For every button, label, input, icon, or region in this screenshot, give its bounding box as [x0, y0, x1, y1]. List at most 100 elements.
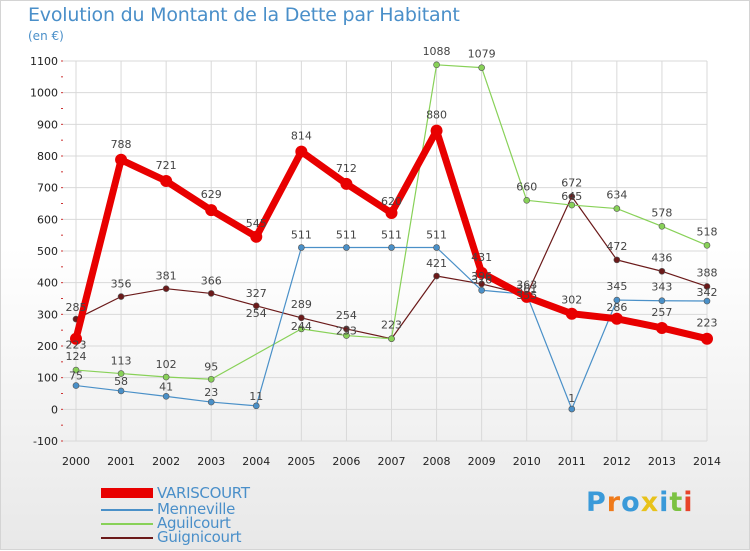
logo-letter: i	[683, 487, 694, 518]
series-line	[75, 64, 708, 380]
data-label: 511	[336, 229, 357, 242]
data-label: 672	[561, 177, 582, 190]
data-point	[298, 314, 305, 322]
data-point	[478, 286, 485, 294]
data-point	[433, 61, 440, 69]
y-tick-label: 100	[37, 372, 58, 385]
data-point	[568, 193, 576, 200]
data-label: 712	[336, 162, 357, 175]
y-tick-label: 0	[51, 403, 58, 416]
data-point	[70, 332, 82, 345]
data-point	[433, 272, 440, 280]
legend-swatch	[101, 537, 153, 539]
data-point	[162, 285, 170, 292]
legend-label: Guignicourt	[157, 528, 242, 546]
data-label: 95	[204, 360, 218, 373]
data-label: 355	[516, 289, 537, 302]
data-point	[207, 375, 215, 383]
data-label: 634	[606, 189, 627, 202]
data-point	[298, 325, 305, 333]
data-point	[115, 153, 128, 166]
y-tick-label: 300	[37, 308, 58, 321]
data-label: 342	[697, 286, 718, 299]
x-tick-label: 2008	[423, 455, 451, 468]
data-label: 421	[426, 257, 447, 270]
data-point	[701, 332, 713, 345]
data-point	[703, 297, 711, 305]
data-label: 113	[111, 355, 132, 368]
data-point	[72, 382, 80, 389]
logo-letter: r	[606, 487, 622, 518]
data-label: 388	[697, 266, 718, 279]
data-label: 1079	[468, 48, 496, 61]
data-point	[478, 280, 485, 288]
data-label: 645	[561, 190, 582, 203]
data-label: 814	[291, 130, 312, 143]
data-point	[703, 283, 711, 290]
data-label: 363	[516, 278, 537, 291]
data-point	[207, 290, 215, 297]
data-point	[205, 204, 218, 217]
data-label: 431	[471, 251, 492, 264]
data-label: 436	[651, 251, 672, 264]
data-label: 660	[516, 180, 537, 193]
data-label: 511	[381, 229, 402, 242]
data-point	[160, 175, 173, 188]
data-label: 721	[156, 159, 177, 172]
data-point	[117, 293, 125, 300]
data-point	[252, 402, 260, 410]
data-label: 376	[471, 273, 492, 286]
unit-label: (en €)	[28, 29, 64, 43]
legend-label: Menneville	[157, 500, 236, 518]
data-point	[703, 242, 711, 249]
proxiti-logo: Proxiti	[586, 487, 694, 518]
data-label: 620	[381, 195, 402, 208]
y-tick-label: 1100	[30, 55, 58, 68]
data-label: 254	[336, 309, 357, 322]
y-tick-label: 1000	[30, 87, 58, 100]
data-point	[72, 366, 80, 374]
y-tick-label: 400	[37, 277, 58, 290]
logo-letter: x	[640, 487, 660, 518]
logo-letter: o	[621, 487, 641, 518]
legend-label: Aguilcourt	[157, 514, 231, 532]
data-label: 788	[111, 138, 132, 151]
x-tick-label: 2014	[693, 455, 721, 468]
data-point	[207, 398, 215, 406]
legend-label: VARISCOURT	[157, 484, 250, 502]
data-point	[343, 244, 350, 251]
data-label: 578	[651, 206, 672, 219]
data-point	[658, 297, 666, 305]
x-tick-label: 2005	[287, 455, 315, 468]
data-point	[655, 321, 668, 334]
data-label: 511	[291, 229, 312, 242]
x-tick-label: 2009	[468, 455, 496, 468]
data-label: 396	[471, 270, 492, 283]
data-label: 472	[606, 240, 627, 253]
data-point	[117, 387, 125, 395]
legend-swatch	[101, 509, 153, 511]
x-tick-label: 2006	[332, 455, 360, 468]
x-tick-label: 2000	[62, 455, 90, 468]
data-point	[568, 405, 576, 413]
data-label: 41	[159, 380, 173, 393]
x-tick-label: 2007	[378, 455, 406, 468]
data-label: 545	[246, 217, 267, 230]
data-point	[475, 266, 488, 279]
y-tick-label: 600	[37, 213, 58, 226]
data-label: 345	[606, 280, 627, 293]
data-label: 257	[651, 306, 672, 319]
data-label: 629	[201, 188, 222, 201]
data-point	[613, 205, 621, 212]
data-point	[252, 302, 260, 310]
y-tick-label: 800	[37, 150, 58, 163]
data-point	[250, 230, 263, 243]
x-tick-label: 2001	[107, 455, 135, 468]
x-tick-label: 2013	[648, 455, 676, 468]
data-point	[340, 177, 353, 190]
data-label: 361	[516, 283, 537, 296]
y-tick-label: 200	[37, 340, 58, 353]
data-label: 518	[697, 225, 718, 238]
data-point	[295, 145, 308, 158]
